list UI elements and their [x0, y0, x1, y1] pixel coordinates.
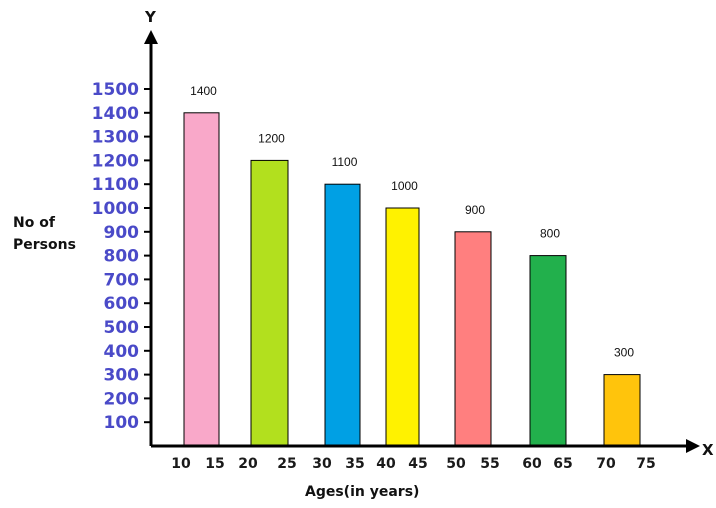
bar-value-label: 1200 — [258, 131, 285, 145]
y-tick-label: 400 — [104, 342, 140, 362]
y-axis-arrowhead — [144, 30, 158, 44]
y-tick-label: 1000 — [92, 199, 139, 219]
x-tick-label: 60 — [522, 456, 542, 472]
bar-40-45 — [385, 207, 420, 447]
bar-50-55 — [454, 231, 492, 447]
x-tick-label: 65 — [553, 456, 572, 472]
bar-10-15 — [183, 112, 220, 447]
y-tick-label: 1500 — [92, 80, 139, 100]
x-ticks-layer: 10 15 20 25 30 35 40 45 50 55 60 65 70 75 — [171, 456, 655, 472]
x-tick-label: 20 — [238, 456, 258, 472]
y-tick-label: 600 — [104, 294, 140, 314]
x-tick-label: 40 — [376, 456, 396, 472]
x-tick-label: 50 — [446, 456, 466, 472]
x-tick-label: 55 — [480, 456, 499, 472]
y-tick-label: 300 — [104, 366, 140, 386]
y-axis-letter: Y — [144, 8, 157, 26]
axes-layer — [144, 30, 700, 453]
y-tick-label: 100 — [104, 413, 140, 433]
y-tick-label: 1400 — [92, 104, 139, 124]
bar-70-75 — [603, 374, 641, 447]
y-tick-label: 800 — [104, 247, 140, 267]
x-axis-label: Ages(in years) — [305, 484, 419, 500]
y-axis-label: No of Persons — [13, 215, 76, 253]
x-tick-label: 45 — [408, 456, 427, 472]
x-tick-label: 25 — [277, 456, 296, 472]
y-tick-label: 1100 — [92, 175, 139, 195]
bar-30-35 — [324, 183, 361, 447]
x-tick-label: 75 — [636, 456, 655, 472]
bar-value-label: 1100 — [332, 155, 358, 169]
x-tick-label: 35 — [345, 456, 364, 472]
x-tick-label: 10 — [171, 456, 191, 472]
y-tick-label: 700 — [104, 270, 140, 290]
x-tick-label: 70 — [596, 456, 616, 472]
y-tick-label: 1200 — [92, 151, 139, 171]
bar-60-65 — [529, 255, 567, 447]
data-labels-layer: 1400 1200 1100 1000 900 800 300 — [190, 84, 634, 360]
y-tick-label: 1300 — [92, 128, 139, 148]
y-ticks-layer: 100 200 300 400 500 600 700 800 900 1000 1100 1200 1… — [92, 80, 151, 433]
bar-20-25 — [250, 159, 289, 447]
bars-layer — [183, 112, 641, 447]
x-axis-arrowhead — [686, 439, 700, 453]
bar-value-label: 300 — [614, 346, 634, 360]
bar-value-label: 800 — [540, 227, 560, 241]
x-axis-letter: X — [702, 441, 714, 459]
x-tick-label: 30 — [312, 456, 332, 472]
x-tick-label: 15 — [205, 456, 224, 472]
y-tick-label: 500 — [104, 318, 140, 338]
bar-value-label: 1400 — [190, 84, 217, 98]
bar-value-label: 1000 — [391, 179, 418, 193]
bar-value-label: 900 — [465, 203, 485, 217]
y-tick-label: 900 — [104, 223, 140, 243]
y-tick-label: 200 — [104, 389, 140, 409]
